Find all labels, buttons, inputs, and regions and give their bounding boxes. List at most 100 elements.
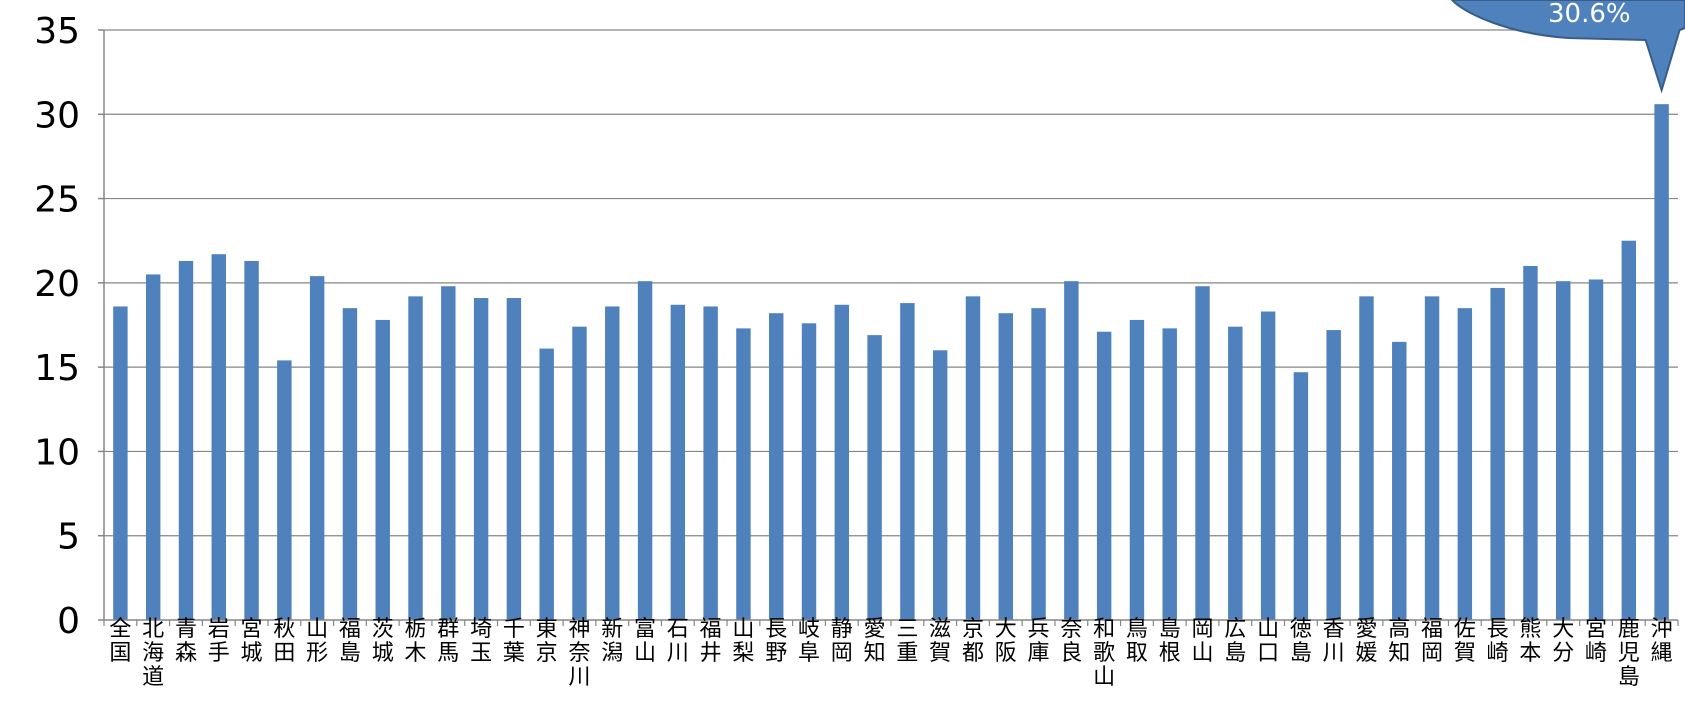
- bar: [605, 306, 620, 620]
- bar: [408, 296, 423, 620]
- x-tick-label: 新潟: [601, 617, 623, 666]
- bar: [900, 303, 915, 620]
- bar: [670, 304, 686, 620]
- x-tick-label: 栃木: [405, 617, 427, 666]
- y-tick-label: 10: [34, 432, 80, 473]
- bar: [637, 281, 653, 620]
- bar: [277, 360, 292, 620]
- x-tick-label: 福島: [339, 617, 361, 666]
- bars: [113, 104, 1669, 620]
- x-tick-label: 徳島: [1290, 617, 1312, 666]
- x-tick-label: 青森: [175, 617, 197, 666]
- bar: [1424, 296, 1440, 620]
- x-tick-label: 山口: [1257, 617, 1279, 666]
- bar: [1359, 296, 1374, 620]
- x-tick-label: 神奈川: [568, 617, 590, 690]
- bar: [1523, 266, 1538, 620]
- x-tick-label: 熊本: [1519, 617, 1541, 666]
- bar: [703, 306, 718, 620]
- x-tick-label: 長野: [765, 617, 787, 666]
- x-tick-label: 富山: [634, 617, 656, 666]
- callout-bubble: [1450, 0, 1685, 94]
- x-tick-label: 東京: [536, 617, 558, 666]
- x-tick-label: 埼玉: [470, 617, 492, 666]
- bar: [375, 319, 390, 620]
- x-tick-label: 鹿児島: [1618, 617, 1640, 690]
- bar: [867, 335, 882, 620]
- x-tick-label: 福岡: [1421, 617, 1443, 666]
- x-tick-label: 岡山: [1192, 617, 1214, 666]
- callout-annotation: 30.6%: [1450, 0, 1685, 94]
- bar: [1129, 319, 1145, 620]
- bar: [998, 313, 1013, 620]
- bar: [473, 298, 489, 620]
- bar: [1031, 308, 1046, 620]
- x-tick-label: 岩手: [208, 617, 230, 666]
- bar: [572, 326, 587, 620]
- x-tick-label: 鳥取: [1126, 617, 1148, 666]
- bar: [965, 296, 981, 620]
- bar: [736, 328, 751, 620]
- bar: [113, 306, 128, 620]
- bar: [244, 260, 259, 620]
- bar: [441, 286, 456, 620]
- bar: [1621, 240, 1637, 620]
- x-tick-label: 滋賀: [929, 617, 951, 666]
- bar: [1654, 104, 1669, 620]
- x-tick-label: 香川: [1323, 617, 1345, 666]
- x-tick-label: 佐賀: [1454, 617, 1476, 666]
- x-tick-label: 長崎: [1487, 617, 1509, 666]
- bar: [309, 276, 325, 620]
- x-tick-label: 茨城: [372, 617, 394, 666]
- x-tick-labels: 全国北海道青森岩手宮城秋田山形福島茨城栃木群馬埼玉千葉東京神奈川新潟富山石川福井…: [109, 617, 1672, 690]
- bar: [1293, 372, 1309, 620]
- x-tick-label: 山梨: [732, 617, 754, 666]
- x-tick-label: 宮崎: [1585, 617, 1607, 666]
- x-tick-label: 福井: [700, 617, 722, 666]
- y-tick-label: 5: [57, 517, 80, 558]
- x-tick-label: 京都: [962, 617, 984, 666]
- bar: [145, 274, 161, 620]
- y-tick-label: 15: [34, 348, 80, 389]
- x-tick-label: 山形: [306, 617, 328, 666]
- bar: [1392, 341, 1407, 620]
- x-tick-label: 島根: [1159, 617, 1181, 666]
- bar: [1096, 331, 1112, 620]
- y-tick-label: 30: [34, 95, 80, 136]
- x-tick-label: 静岡: [831, 617, 853, 666]
- axes: [98, 29, 1679, 626]
- x-tick-label: 兵庫: [1028, 617, 1050, 666]
- bar: [1326, 330, 1341, 620]
- bar: [342, 308, 358, 620]
- bar: [1162, 328, 1177, 620]
- y-tick-label: 25: [34, 180, 80, 221]
- x-tick-label: 高知: [1388, 617, 1410, 666]
- x-tick-label: 宮城: [241, 617, 263, 666]
- x-tick-label: 全国: [109, 617, 131, 666]
- x-tick-label: 石川: [667, 617, 689, 666]
- x-tick-label: 千葉: [503, 617, 525, 666]
- x-tick-label: 岐阜: [798, 617, 820, 666]
- bar: [1556, 281, 1571, 620]
- bar: [539, 348, 554, 620]
- y-tick-label: 20: [34, 264, 80, 305]
- y-tick-label: 0: [57, 601, 80, 642]
- x-tick-label: 広島: [1224, 617, 1246, 666]
- x-tick-label: 和歌山: [1093, 617, 1115, 690]
- x-tick-label: 愛媛: [1355, 617, 1377, 666]
- bar: [1457, 308, 1473, 620]
- bar: [1064, 281, 1079, 620]
- bar: [1195, 286, 1210, 620]
- bar: [1490, 287, 1505, 620]
- bar: [211, 254, 226, 620]
- bar: [1588, 279, 1604, 620]
- x-tick-label: 北海道: [142, 617, 164, 690]
- x-tick-label: 大阪: [995, 617, 1017, 666]
- bar: [801, 323, 817, 620]
- y-tick-labels: 0 5 10 15 20 25 30 35: [34, 11, 80, 642]
- y-tick-label: 35: [34, 11, 80, 52]
- bar: [932, 350, 948, 620]
- bar: [834, 304, 850, 620]
- gridlines: [104, 29, 1678, 537]
- x-tick-label: 愛知: [864, 617, 886, 666]
